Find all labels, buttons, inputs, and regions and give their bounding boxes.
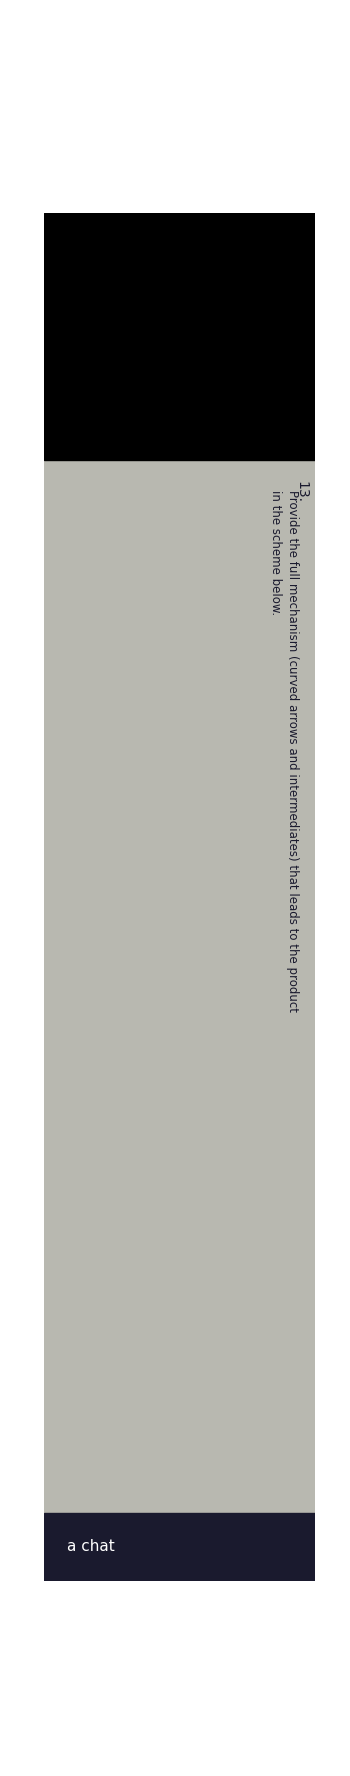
- Bar: [44, 1513, 315, 1581]
- Text: a chat: a chat: [67, 1540, 115, 1554]
- Bar: [44, 460, 315, 1513]
- Text: 13.: 13.: [294, 481, 308, 503]
- Text: Provide the full mechanism (curved arrows and intermediates) that leads to the p: Provide the full mechanism (curved arrow…: [269, 490, 299, 1012]
- Bar: [44, 213, 315, 460]
